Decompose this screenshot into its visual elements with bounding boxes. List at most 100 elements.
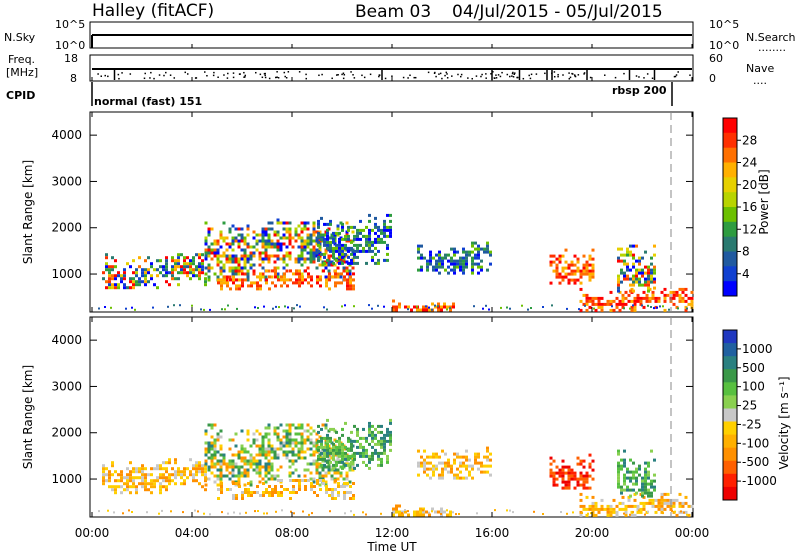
data-cell — [171, 271, 174, 275]
data-cell — [477, 265, 480, 269]
data-cell — [123, 268, 126, 272]
data-cell — [144, 280, 147, 284]
data-cell — [201, 268, 204, 272]
nave-point — [144, 72, 146, 75]
data-cell — [282, 242, 286, 246]
data-cell — [322, 479, 325, 482]
data-cell — [377, 234, 380, 238]
data-cell — [219, 459, 223, 463]
data-cell — [579, 275, 583, 279]
data-cell — [561, 254, 565, 258]
data-cell — [331, 275, 334, 279]
data-cell — [315, 471, 319, 475]
data-cell — [216, 242, 220, 246]
data-cell — [288, 221, 292, 225]
data-cell — [204, 429, 208, 433]
data-cell — [261, 450, 265, 454]
data-cell — [309, 426, 313, 430]
data-cell — [564, 275, 568, 279]
data-cell — [371, 439, 374, 443]
data-cell — [186, 265, 189, 269]
data-cell — [238, 287, 241, 291]
data-cell — [285, 221, 289, 225]
data-cell — [232, 281, 235, 285]
data-cell — [623, 259, 626, 263]
data-cell — [401, 510, 404, 514]
data-cell — [270, 239, 274, 243]
data-cell — [288, 444, 292, 448]
data-cell — [641, 491, 644, 495]
data-cell — [573, 269, 577, 273]
data-cell — [234, 260, 238, 264]
data-cell — [506, 509, 508, 512]
data-cell — [246, 260, 250, 264]
data-cell — [264, 239, 268, 243]
data-cell — [630, 299, 634, 303]
colorbar-tick-label: 12 — [742, 222, 757, 236]
data-cell — [609, 299, 613, 303]
data-cell — [247, 494, 250, 497]
nave-point — [568, 77, 571, 80]
nave-point — [451, 75, 453, 77]
data-cell — [416, 513, 419, 517]
data-cell — [264, 251, 268, 255]
data-cell — [264, 471, 268, 475]
data-cell — [386, 258, 389, 262]
data-cell — [201, 485, 204, 489]
data-cell — [362, 436, 365, 440]
data-cell — [105, 265, 108, 269]
data-cell — [255, 468, 259, 472]
data-cell — [316, 494, 319, 497]
x-tick-label: 16:00 — [475, 526, 510, 540]
data-cell — [323, 261, 326, 265]
data-cell — [338, 448, 341, 452]
data-cell — [303, 248, 307, 252]
data-cell — [107, 509, 109, 512]
data-cell — [326, 445, 329, 449]
data-cell — [488, 308, 490, 311]
nave-point — [459, 75, 462, 78]
data-cell — [289, 497, 292, 500]
data-cell — [594, 501, 598, 505]
data-cell — [198, 482, 201, 486]
nave-point — [528, 74, 530, 77]
data-cell — [620, 491, 623, 495]
data-cell — [585, 507, 589, 511]
data-cell — [235, 482, 238, 485]
data-cell — [210, 426, 214, 430]
data-cell — [420, 268, 423, 272]
data-cell — [570, 278, 574, 282]
data-cell — [552, 474, 556, 478]
data-cell — [135, 485, 138, 489]
data-cell — [156, 464, 159, 468]
data-cell — [267, 477, 271, 481]
freq-spikes — [113, 69, 656, 80]
data-cell — [633, 305, 637, 309]
data-cell — [368, 213, 371, 217]
data-cell — [331, 497, 334, 500]
data-cell — [220, 284, 223, 288]
data-cell — [638, 262, 641, 266]
data-cell — [114, 286, 117, 290]
data-cell — [128, 509, 130, 512]
data-cell — [417, 461, 420, 465]
nave-point — [471, 77, 473, 80]
data-cell — [423, 461, 426, 465]
data-cell — [343, 275, 346, 279]
data-cell — [477, 250, 480, 254]
data-cell — [210, 444, 214, 448]
data-cell — [286, 278, 289, 282]
data-cell — [298, 479, 301, 482]
nave-point — [499, 75, 502, 78]
data-cell — [168, 271, 171, 275]
data-cell — [238, 485, 241, 488]
data-cell — [392, 308, 395, 312]
data-cell — [635, 259, 638, 263]
data-cell — [362, 454, 365, 458]
data-cell — [303, 242, 307, 246]
data-cell — [684, 495, 688, 499]
nave-point — [335, 74, 338, 76]
x-tick-label: 04:00 — [175, 526, 210, 540]
data-cell — [156, 259, 159, 263]
data-cell — [672, 290, 676, 294]
